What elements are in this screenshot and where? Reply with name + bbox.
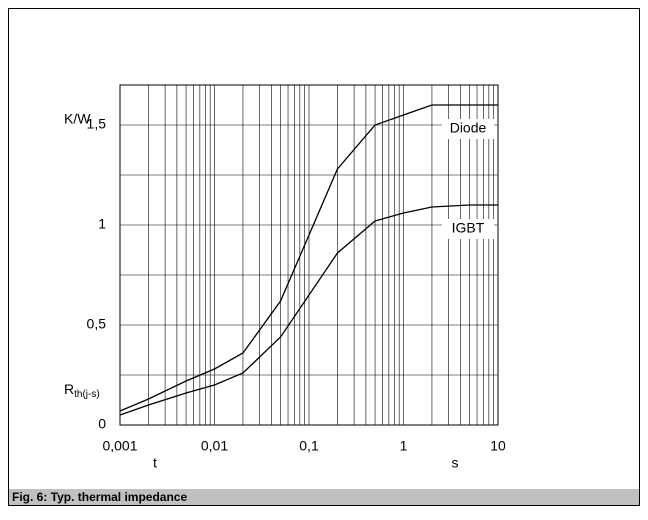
x-unit: s bbox=[452, 455, 459, 471]
plot-frame bbox=[119, 84, 499, 426]
x-tick-label: 0,01 bbox=[201, 438, 228, 454]
y-label: Rth(j-s) bbox=[64, 381, 100, 400]
series-label-bg bbox=[442, 219, 494, 239]
y-tick-label: 0 bbox=[98, 416, 106, 432]
caption-bar bbox=[9, 489, 639, 505]
line bbox=[119, 204, 498, 416]
frame bbox=[8, 8, 640, 506]
caption: Fig. 6: Typ. thermal impedance bbox=[12, 490, 187, 504]
x-tick-label: 0,1 bbox=[299, 438, 319, 454]
x-label: t bbox=[153, 455, 157, 471]
series-label: Diode bbox=[450, 120, 487, 136]
y-label-main: R bbox=[64, 381, 74, 397]
line bbox=[119, 104, 498, 412]
x-tick-label: 1 bbox=[400, 438, 408, 454]
y-tick-label: 1 bbox=[98, 216, 106, 232]
y-label-sub: th(j-s) bbox=[74, 389, 100, 400]
y-unit: K/W bbox=[64, 111, 91, 127]
series-label-bg bbox=[442, 119, 494, 139]
x-tick-label: 10 bbox=[490, 438, 506, 454]
x-tick-label: 0,001 bbox=[102, 438, 137, 454]
y-tick-label: 0,5 bbox=[87, 316, 107, 332]
series-label: IGBT bbox=[452, 220, 485, 236]
y-tick-label: 1,5 bbox=[87, 116, 107, 132]
